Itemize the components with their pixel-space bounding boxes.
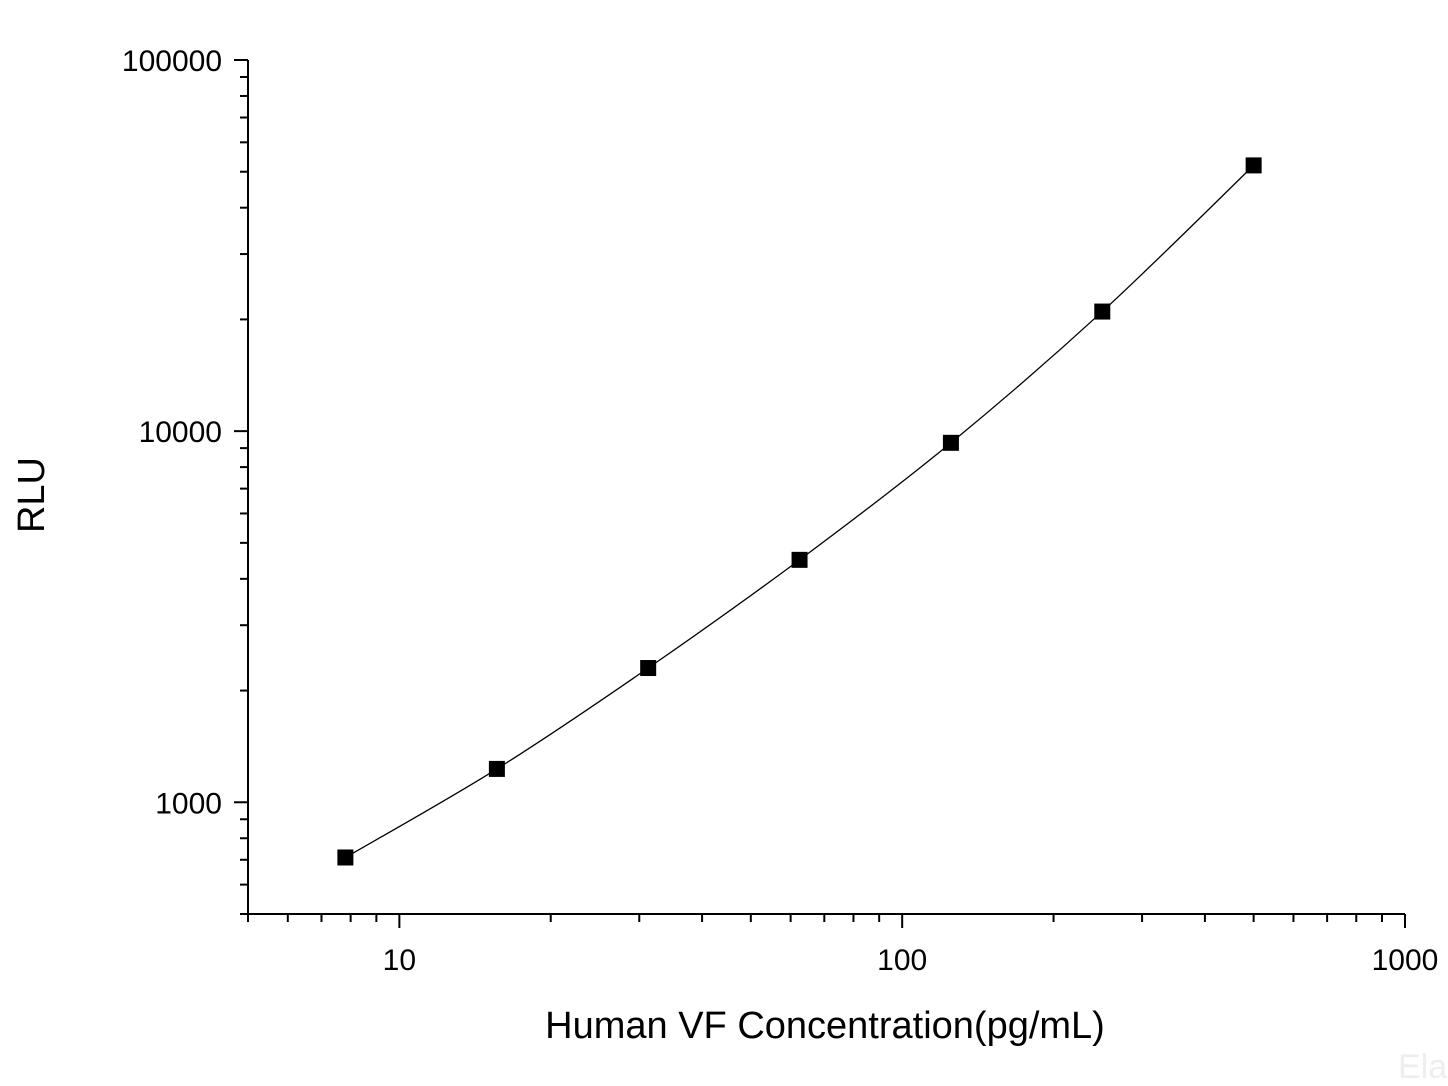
axis-ticks [234,59,1406,928]
fit-curve [345,164,1255,859]
x-tick-label: 10 [383,944,416,977]
data-point-marker [640,660,657,677]
y-tick-label: 10000 [139,416,222,449]
data-point-marker [1094,303,1111,320]
y-tick-label: 100000 [122,45,222,78]
fit-curve-line [345,164,1255,859]
x-axis-title: Human VF Concentration(pg/mL) [545,1005,1105,1047]
data-point-marker [488,760,505,777]
data-point-marker [337,849,354,866]
watermark-text: Ela [1398,1048,1447,1086]
data-points [337,157,1262,866]
x-tick-label: 100 [877,944,927,977]
data-point-marker [791,551,808,568]
axes [247,60,1405,915]
y-axis-title: RLU [11,457,53,533]
x-tick-label: 1000 [1372,944,1439,977]
data-point-marker [1245,157,1262,174]
y-tick-label: 1000 [155,787,222,820]
data-point-marker [942,434,959,451]
tick-labels: 10 100 1000 1000 10000 100000 [122,45,1438,977]
